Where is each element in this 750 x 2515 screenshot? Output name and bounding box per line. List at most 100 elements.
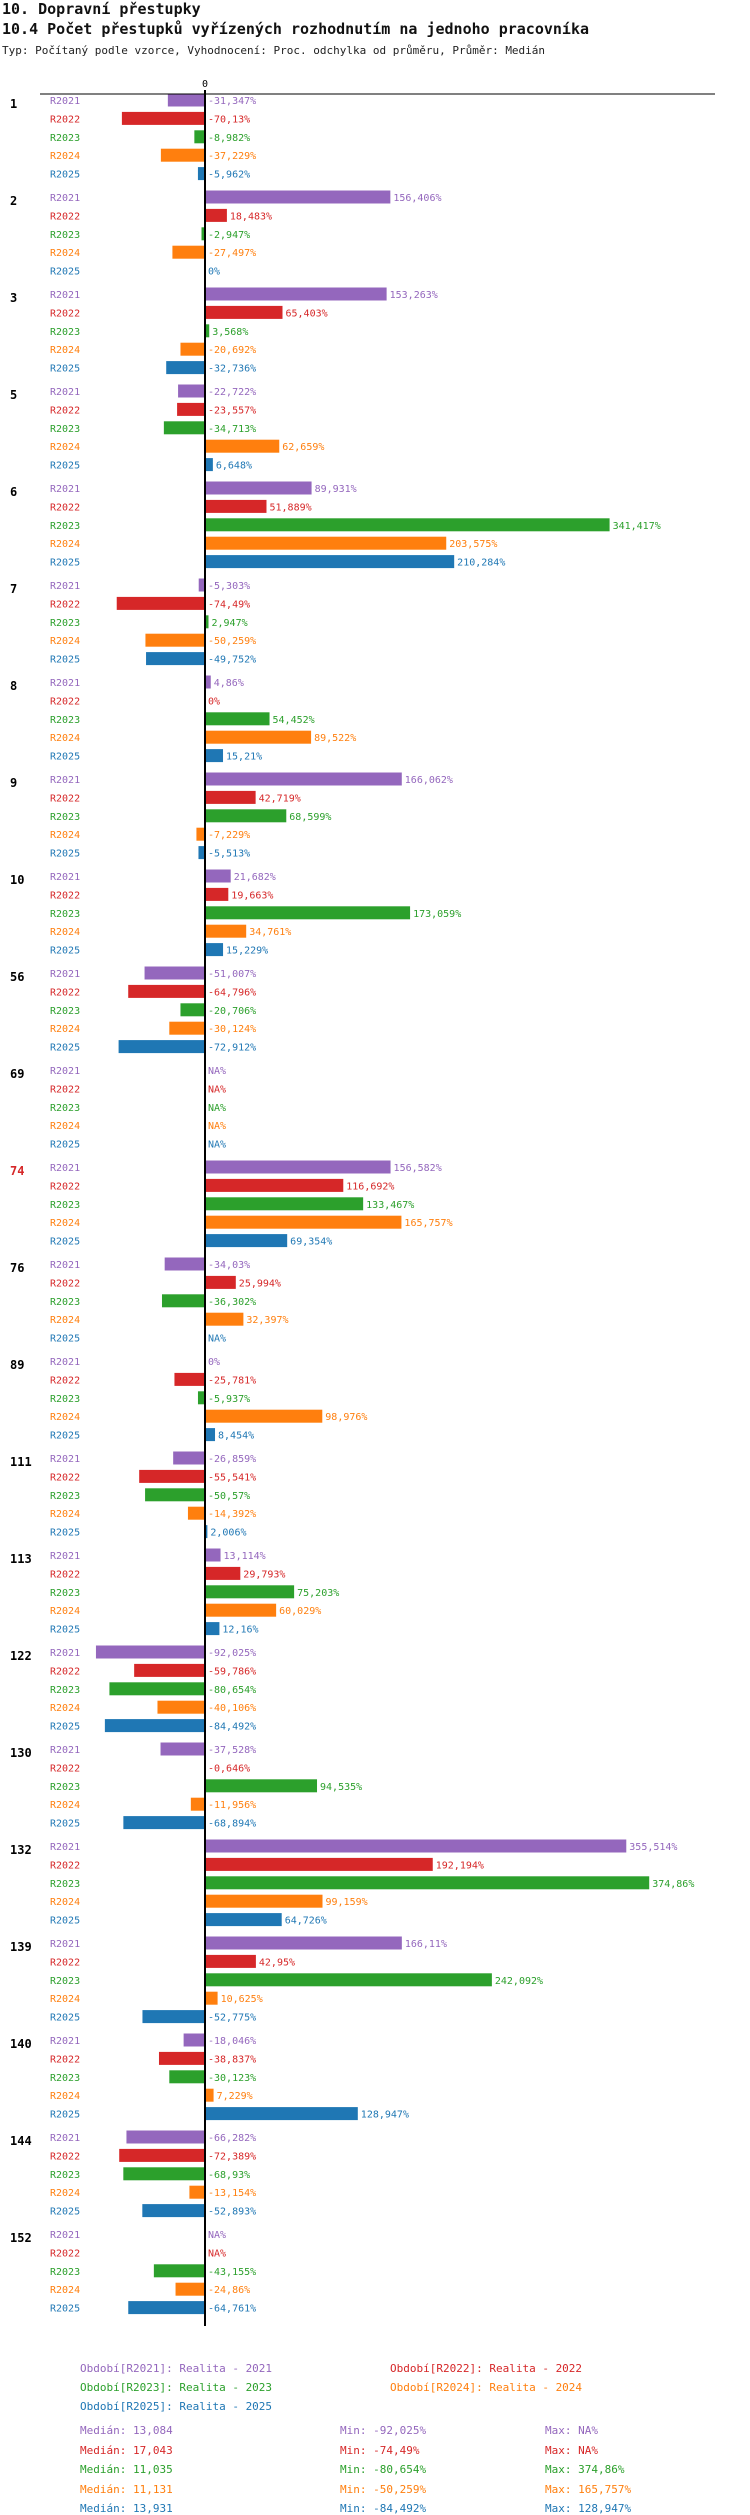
value-label: 75,203% xyxy=(297,1588,339,1599)
bar xyxy=(205,1428,216,1442)
bar xyxy=(205,1525,208,1539)
series-label: R2024 xyxy=(50,1218,80,1229)
value-label: -24,86% xyxy=(208,2285,250,2296)
value-label: -22,722% xyxy=(208,387,256,398)
bar xyxy=(180,342,205,356)
group-label: 89 xyxy=(10,1358,24,1372)
value-label: -14,392% xyxy=(208,1509,256,1520)
series-label: R2024 xyxy=(50,248,80,259)
value-label: 94,535% xyxy=(320,1782,362,1793)
group-label: 132 xyxy=(10,1843,32,1857)
value-label: NA% xyxy=(208,1103,226,1114)
bar xyxy=(166,361,205,375)
series-label: R2025 xyxy=(50,1140,80,1151)
value-label: 15,229% xyxy=(226,946,268,957)
series-label: R2022 xyxy=(50,1860,80,1871)
series-label: R2023 xyxy=(50,2267,80,2278)
series-label: R2022 xyxy=(50,1278,80,1289)
value-label: 203,575% xyxy=(449,539,497,550)
legend-max: Max: NA% xyxy=(545,2424,598,2437)
value-label: -52,893% xyxy=(208,2207,256,2218)
bar xyxy=(205,324,210,338)
zero-tick-label: 0 xyxy=(202,79,208,90)
bar xyxy=(205,1603,277,1617)
legend-min: Min: -92,025% xyxy=(340,2424,427,2437)
bar xyxy=(205,790,256,804)
bar xyxy=(172,245,205,259)
series-label: R2022 xyxy=(50,1181,80,1192)
bar xyxy=(205,1312,244,1326)
series-label: R2024 xyxy=(50,2285,80,2296)
group-label: 69 xyxy=(10,1067,24,1081)
series-label: R2023 xyxy=(50,424,80,435)
value-label: 4,86% xyxy=(214,678,244,689)
value-label: NA% xyxy=(208,2248,226,2259)
legend-entry: Období[R2023]: Realita - 2023 xyxy=(80,2381,273,2394)
bar xyxy=(194,130,205,144)
value-label: 7,229% xyxy=(217,2091,253,2102)
page-title: 10. Dopravní přestupky xyxy=(2,0,201,18)
value-label: NA% xyxy=(208,1066,226,1077)
series-label: R2023 xyxy=(50,1103,80,1114)
group-label: 74 xyxy=(10,1164,24,1178)
series-label: R2025 xyxy=(50,1528,80,1539)
bar xyxy=(174,1372,205,1386)
series-label: R2021 xyxy=(50,969,80,980)
series-label: R2022 xyxy=(50,599,80,610)
series-label: R2024 xyxy=(50,1509,80,1520)
bar xyxy=(118,1040,205,1054)
value-label: -51,007% xyxy=(208,969,256,980)
group-label: 2 xyxy=(10,194,17,208)
value-label: 156,406% xyxy=(393,193,441,204)
value-label: 54,452% xyxy=(273,715,315,726)
value-label: 18,483% xyxy=(230,211,272,222)
series-label: R2021 xyxy=(50,1551,80,1562)
value-label: -18,046% xyxy=(208,2036,256,2047)
group-label: 56 xyxy=(10,970,24,984)
value-label: 98,976% xyxy=(325,1412,367,1423)
bar xyxy=(205,1857,433,1871)
series-label: R2025 xyxy=(50,946,80,957)
bar xyxy=(169,1021,205,1035)
value-label: 42,95% xyxy=(259,1957,295,1968)
series-label: R2021 xyxy=(50,2036,80,2047)
series-label: R2022 xyxy=(50,405,80,416)
series-label: R2023 xyxy=(50,1006,80,1017)
bar xyxy=(205,1160,391,1174)
bar xyxy=(205,1876,650,1890)
series-label: R2025 xyxy=(50,1625,80,1636)
bar xyxy=(190,1797,205,1811)
series-label: R2023 xyxy=(50,1879,80,1890)
legend-min: Min: -50,259% xyxy=(340,2482,427,2496)
bar xyxy=(205,2088,214,2102)
bar xyxy=(169,2070,205,2084)
legend-max: Max: 374,86% xyxy=(545,2463,625,2476)
series-label: R2025 xyxy=(50,1819,80,1830)
series-label: R2025 xyxy=(50,1334,80,1345)
series-label: R2023 xyxy=(50,327,80,338)
value-label: 165,757% xyxy=(404,1218,452,1229)
group-label: 5 xyxy=(10,388,17,402)
series-label: R2021 xyxy=(50,1357,80,1368)
value-label: -49,752% xyxy=(208,655,256,666)
value-label: 355,514% xyxy=(629,1842,677,1853)
series-label: R2024 xyxy=(50,1315,80,1326)
bar xyxy=(205,887,229,901)
value-label: -68,894% xyxy=(208,1819,256,1830)
legend-min: Min: -74,49% xyxy=(340,2443,420,2457)
value-label: -68,93% xyxy=(208,2170,250,2181)
bar xyxy=(205,536,447,550)
series-label: R2021 xyxy=(50,1163,80,1174)
bar xyxy=(139,1469,205,1483)
series-label: R2021 xyxy=(50,1454,80,1465)
bar xyxy=(119,2148,205,2162)
bar xyxy=(205,730,312,744)
series-label: R2021 xyxy=(50,387,80,398)
series-label: R2024 xyxy=(50,1897,80,1908)
bar xyxy=(197,167,205,181)
value-label: 68,599% xyxy=(289,812,331,823)
series-label: R2024 xyxy=(50,733,80,744)
series-label: R2022 xyxy=(50,696,80,707)
value-label: 2,006% xyxy=(210,1528,246,1539)
value-label: 6,648% xyxy=(216,461,252,472)
